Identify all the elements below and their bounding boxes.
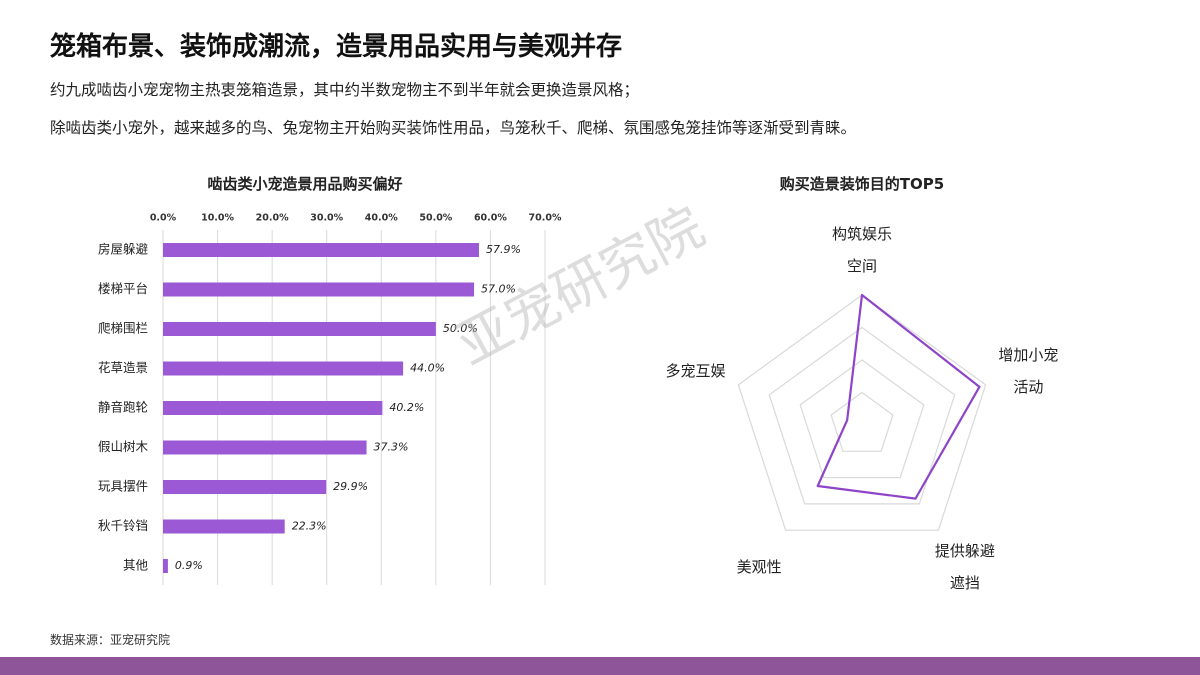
subtitle-line: 除啮齿类小宠外，越来越多的鸟、兔宠物主开始购买装饰性用品，鸟笼秋千、爬梯、氛围感… — [50, 119, 857, 137]
value-label: 44.0% — [410, 362, 445, 375]
axis-label: 增加小宠活动 — [998, 345, 1059, 396]
grid-ring — [737, 294, 987, 531]
y-tick-label: 静音跑轮 — [98, 400, 148, 415]
grid-ring — [830, 391, 894, 452]
bar — [163, 559, 168, 573]
bar — [163, 480, 327, 494]
footer-band — [0, 657, 1200, 675]
bar — [163, 519, 285, 534]
bar — [163, 243, 479, 257]
x-tick-label: 30.0% — [310, 213, 343, 224]
y-tick-label: 假山树木 — [98, 439, 149, 454]
axis-label: 美观性 — [736, 557, 782, 576]
chart-title: 购买造景装饰目的TOP5 — [779, 175, 945, 193]
y-tick-label: 其他 — [123, 558, 149, 573]
radar-area — [816, 293, 981, 500]
y-tick-label: 玩具摆件 — [98, 479, 148, 494]
x-tick-label: 10.0% — [201, 213, 234, 224]
x-tick-label: 70.0% — [529, 213, 562, 224]
bar — [163, 440, 367, 455]
slide-title: 笼箱布景、装饰成潮流，造景用品实用与美观并存 — [50, 32, 623, 62]
grid-ring — [799, 359, 925, 479]
subtitle-line: 约九成啮齿小宠宠物主热衷笼箱造景，其中约半数宠物主不到半年就会更换造景风格； — [50, 81, 640, 99]
chart-title: 啮齿类小宠造景用品购买偏好 — [207, 175, 403, 193]
x-tick-label: 0.0% — [150, 213, 177, 224]
x-tick-label: 20.0% — [256, 213, 289, 224]
value-label: 40.2% — [389, 401, 424, 414]
y-tick-label: 爬梯围栏 — [98, 321, 148, 336]
x-tick-label: 40.0% — [365, 213, 398, 224]
source-note: 数据来源：亚宠研究院 — [50, 633, 171, 647]
value-label: 37.3% — [374, 441, 409, 454]
axis-label: 多宠互娱 — [665, 361, 726, 380]
axis-label: 构筑娱乐空间 — [831, 225, 892, 275]
value-label: 57.0% — [481, 283, 516, 296]
grid-ring — [768, 326, 956, 505]
y-tick-label: 楼梯平台 — [98, 281, 148, 296]
x-tick-label: 60.0% — [474, 213, 507, 224]
value-label: 0.9% — [175, 559, 203, 572]
bar — [163, 361, 404, 376]
value-label: 22.3% — [292, 520, 327, 533]
x-tick-label: 50.0% — [419, 213, 452, 224]
y-tick-label: 房屋躲避 — [98, 242, 149, 257]
value-label: 57.9% — [486, 243, 521, 256]
y-tick-label: 秋千铃铛 — [98, 518, 148, 533]
bar — [163, 322, 436, 336]
value-label: 29.9% — [333, 480, 368, 493]
y-tick-label: 花草造景 — [98, 360, 148, 375]
value-label: 50.0% — [443, 322, 478, 335]
bar — [163, 401, 383, 415]
axis-label: 提供躲避遮挡 — [934, 541, 995, 592]
bar — [163, 282, 475, 297]
